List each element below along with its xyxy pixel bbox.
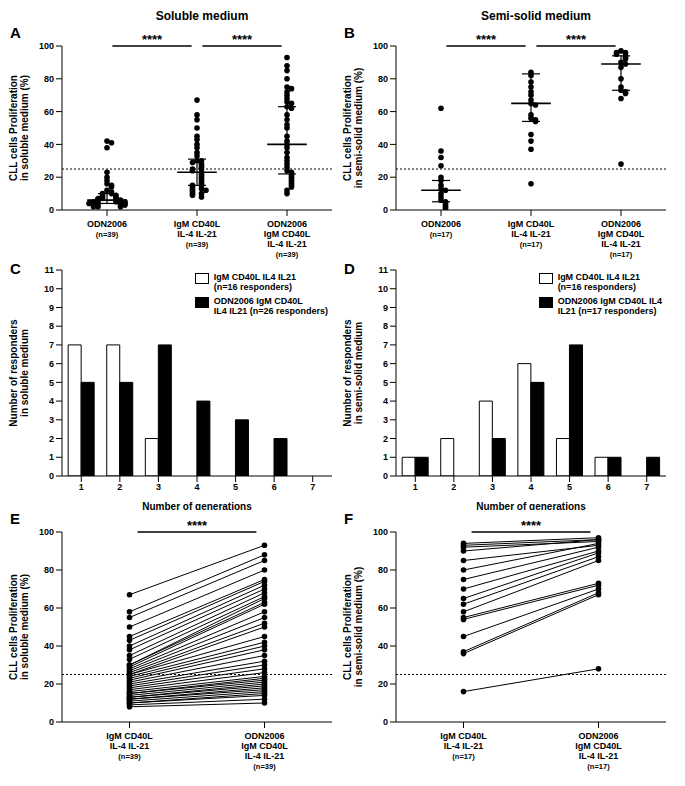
svg-text:****: **** [521,518,542,533]
svg-text:CLL cells Proliferationin solu: CLL cells Proliferationin soluble medium… [8,75,30,181]
html-text:ODN2006 IgM CD40L IL4 IL21 (n=: ODN2006 IgM CD40L IL4 IL21 (n=26 respond… [213,296,328,316]
svg-text:6: 6 [383,359,388,369]
svg-text:100: 100 [373,527,388,537]
svg-text:7: 7 [49,340,54,350]
svg-text:60: 60 [44,603,54,613]
svg-text:4: 4 [383,396,388,406]
svg-text:20: 20 [378,679,388,689]
svg-text:6: 6 [49,359,54,369]
svg-text:0: 0 [49,205,54,215]
svg-text:40: 40 [378,641,388,651]
svg-text:****: **** [476,32,497,47]
svg-text:11: 11 [44,265,54,275]
svg-text:ODN2006(n=39): ODN2006(n=39) [87,219,127,239]
html-text:IgM CD40L IL4 IL21 (n=16 respo: IgM CD40L IL4 IL21 (n=16 responders) [213,272,297,292]
svg-text:Number of respondersin semi-so: Number of respondersin semi-solid medium [342,319,364,427]
svg-text:60: 60 [378,107,388,117]
svg-text:80: 80 [378,565,388,575]
svg-text:3: 3 [49,415,54,425]
svg-text:7: 7 [383,340,388,350]
svg-text:100: 100 [373,41,388,51]
svg-text:IgM CD40LIL-4 IL-21(n=39): IgM CD40LIL-4 IL-21(n=39) [174,219,221,249]
svg-text:6: 6 [606,482,611,492]
svg-text:ODN2006(n=17): ODN2006(n=17) [421,219,461,239]
svg-text:7: 7 [644,482,649,492]
svg-text:2: 2 [49,434,54,444]
svg-text:2: 2 [117,482,122,492]
svg-text:4: 4 [49,396,54,406]
svg-text:100: 100 [39,41,54,51]
svg-text:5: 5 [233,482,238,492]
svg-text:1: 1 [49,452,54,462]
svg-text:20: 20 [44,172,54,182]
svg-text:0: 0 [383,471,388,481]
svg-text:80: 80 [44,565,54,575]
svg-text:IgM CD40LIL-4 IL-21(n=17): IgM CD40LIL-4 IL-21(n=17) [508,219,555,249]
svg-text:****: **** [142,32,163,47]
svg-text:5: 5 [49,378,54,388]
svg-text:80: 80 [44,74,54,84]
svg-text:11: 11 [378,265,388,275]
svg-text:5: 5 [383,378,388,388]
svg-text:IgM CD40LIL-4 IL-21(n=39): IgM CD40LIL-4 IL-21(n=39) [106,731,153,761]
svg-text:3: 3 [383,415,388,425]
svg-text:8: 8 [383,321,388,331]
svg-text:60: 60 [378,603,388,613]
svg-text:2: 2 [383,434,388,444]
svg-text:7: 7 [310,482,315,492]
svg-text:4: 4 [194,482,199,492]
svg-text:Number of respondersin soluble: Number of respondersin soluble medium [8,319,30,427]
svg-text:Number of generations: Number of generations [142,501,252,510]
svg-text:9: 9 [49,303,54,313]
svg-text:****: **** [187,518,208,533]
svg-text:40: 40 [44,140,54,150]
svg-text:CLL cells Proliferationin semi: CLL cells Proliferationin semi-solid med… [342,567,364,688]
html-text:F: F [344,510,354,527]
svg-text:6: 6 [272,482,277,492]
svg-text:2: 2 [451,482,456,492]
svg-text:CLL cells Proliferationin solu: CLL cells Proliferationin soluble medium… [8,574,30,680]
html-text:Semi-solid medium: Semi-solid medium [481,9,591,23]
svg-text:40: 40 [378,140,388,150]
html-text:ODN2006 IgM CD40L IL4 IL21 (n=: ODN2006 IgM CD40L IL4 IL21 (n=17 respond… [557,296,662,316]
svg-text:5: 5 [567,482,572,492]
html-text:E: E [10,510,20,527]
svg-text:60: 60 [44,107,54,117]
svg-text:0: 0 [49,717,54,727]
svg-text:Number of generations: Number of generations [476,501,586,510]
svg-text:10: 10 [378,284,388,294]
svg-text:4: 4 [528,482,533,492]
svg-text:ODN2006IgM CD40LIL-4 IL-21(n=3: ODN2006IgM CD40LIL-4 IL-21(n=39) [241,731,288,771]
svg-text:40: 40 [44,641,54,651]
html-text:Soluble medium: Soluble medium [155,9,249,23]
svg-text:0: 0 [383,717,388,727]
svg-text:****: **** [566,32,587,47]
svg-text:0: 0 [49,471,54,481]
svg-text:1: 1 [79,482,84,492]
html-text:A: A [10,24,21,41]
svg-text:IgM CD40LIL-4 IL-21(n=17): IgM CD40LIL-4 IL-21(n=17) [440,731,487,761]
html-text:B: B [344,24,355,41]
svg-text:3: 3 [490,482,495,492]
html-text:IgM CD40L IL4 IL21 (n=16 respo: IgM CD40L IL4 IL21 (n=16 responders) [557,272,640,292]
html-text:C: C [10,260,21,277]
svg-text:8: 8 [49,321,54,331]
svg-text:20: 20 [378,172,388,182]
svg-text:9: 9 [383,303,388,313]
svg-text:100: 100 [39,527,54,537]
svg-text:80: 80 [378,74,388,84]
svg-text:20: 20 [44,679,54,689]
svg-text:ODN2006IgM CD40LIL-4 IL-21(n=1: ODN2006IgM CD40LIL-4 IL-21(n=17) [575,731,622,771]
svg-text:****: **** [232,32,253,47]
svg-text:CLL cells Proliferationin semi: CLL cells Proliferationin semi-solid med… [342,68,364,189]
svg-text:ODN2006IgM CD40LIL-4 IL-21(n=1: ODN2006IgM CD40LIL-4 IL-21(n=17) [598,219,645,259]
svg-text:1: 1 [413,482,418,492]
svg-text:10: 10 [44,284,54,294]
html-text:D: D [344,260,355,277]
svg-text:ODN2006IgM CD40LIL-4 IL-21(n=3: ODN2006IgM CD40LIL-4 IL-21(n=39) [264,219,311,259]
svg-text:1: 1 [383,452,388,462]
svg-text:0: 0 [383,205,388,215]
svg-text:3: 3 [156,482,161,492]
